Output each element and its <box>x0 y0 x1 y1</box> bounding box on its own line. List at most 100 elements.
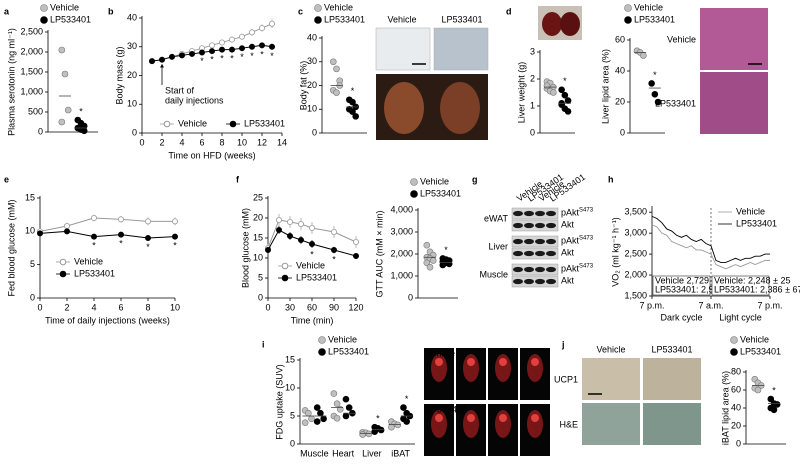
legend-label: Vehicle <box>178 118 207 128</box>
data-point <box>394 421 402 429</box>
data-point <box>423 259 431 267</box>
y-tick-label: 1 <box>530 100 535 110</box>
blot-tissue-label: eWAT <box>484 213 509 223</box>
data-point <box>305 409 312 417</box>
panel-letter: j <box>561 339 565 349</box>
data-point <box>365 430 373 438</box>
image-label: Vehicle <box>667 34 696 44</box>
y-tick-label: 10 <box>25 226 35 236</box>
data-point <box>330 246 337 253</box>
pet-signal <box>527 354 543 382</box>
band-name: Akt <box>561 276 575 286</box>
data-point <box>400 404 407 411</box>
data-point <box>80 127 88 135</box>
legend-marker <box>624 4 632 12</box>
data-point <box>208 42 215 49</box>
image-label: Vehicle <box>426 348 455 358</box>
data-point <box>564 108 572 115</box>
blot-band <box>513 222 523 229</box>
legend-label: Vehicle <box>74 256 103 266</box>
data-point <box>336 405 344 413</box>
note-box <box>652 275 711 296</box>
data-point <box>377 426 385 434</box>
y-tick-label: 4,000 <box>390 204 413 214</box>
data-point <box>352 238 359 245</box>
pet-signal <box>467 414 475 422</box>
pet-signal <box>435 414 443 422</box>
data-point <box>268 20 275 27</box>
blot-band-label: Akt <box>561 248 575 258</box>
y-tick-label: 1,000 <box>20 86 43 96</box>
histology <box>643 403 701 445</box>
data-point <box>188 50 195 57</box>
y-tick-label: 3 <box>530 46 535 56</box>
significance-mark: * <box>376 414 380 424</box>
y-tick-label: 3,000 <box>624 228 647 238</box>
band-name: Akt <box>561 220 575 230</box>
data-point <box>178 52 185 59</box>
x-tick-label: 14 <box>277 137 287 147</box>
data-point <box>561 91 569 99</box>
x-tick-label: 30 <box>285 302 295 312</box>
data-point <box>286 232 293 239</box>
series-line <box>651 215 770 263</box>
liver <box>542 12 562 36</box>
x-axis-label: Time on HFD (weeks) <box>168 150 255 160</box>
pet-signal <box>431 410 447 438</box>
blot-band <box>513 266 523 273</box>
data-point <box>403 418 410 425</box>
data-point <box>118 231 125 238</box>
data-point <box>37 230 44 237</box>
y-axis-label: Liver lipid area (%) <box>600 49 610 124</box>
blot-band <box>524 222 534 229</box>
blot-band <box>546 222 556 229</box>
data-point <box>651 90 659 98</box>
data-point <box>640 52 647 59</box>
data-point <box>345 404 353 411</box>
data-point <box>308 415 315 423</box>
y-axis-label: VO₂ (ml kg⁻¹ h⁻¹) <box>610 217 620 287</box>
y-tick-label: 10 <box>285 382 295 392</box>
data-point <box>429 257 437 264</box>
x-tick-label: 120 <box>348 302 363 312</box>
data-point <box>308 240 315 247</box>
pet-signal <box>463 354 479 382</box>
pet-signal <box>527 410 543 438</box>
blot-band <box>535 278 545 285</box>
x-tick-label: 2 <box>159 137 164 147</box>
legend-label: Vehicle <box>420 176 449 186</box>
band-site: S473 <box>579 207 594 213</box>
data-point <box>308 224 315 231</box>
data-point <box>275 216 282 223</box>
x-tick-label: iBAT <box>391 448 410 458</box>
data-point <box>58 46 66 54</box>
data-point <box>158 56 165 63</box>
data-point <box>320 415 327 423</box>
legend-label: Vehicle <box>50 2 79 12</box>
data-point <box>352 113 360 120</box>
x-tick-label: 7 a.m. <box>698 300 723 310</box>
y-tick-label: 10 <box>307 104 317 114</box>
legend-marker <box>410 178 418 186</box>
y-tick-label: 1,500 <box>20 66 43 76</box>
y-tick-label: 20 <box>307 80 317 90</box>
x-tick-label: 0 <box>265 302 270 312</box>
data-point <box>754 386 762 394</box>
x-tick-label: 4 <box>179 137 184 147</box>
legend-label: Vehicle <box>736 206 765 216</box>
significance-mark: * <box>250 51 254 61</box>
histology <box>700 72 768 134</box>
y-tick-label: 2 <box>530 73 535 83</box>
y-tick-label: 40 <box>307 32 317 42</box>
y-tick-label: 1,500 <box>624 290 647 300</box>
data-point <box>198 49 205 56</box>
significance-mark: * <box>119 239 123 249</box>
pet-signal <box>467 358 475 366</box>
y-tick-label: 0 <box>736 438 741 448</box>
y-tick-label: 10 <box>253 252 263 262</box>
significance-mark: * <box>92 241 96 251</box>
significance-mark: * <box>79 106 83 116</box>
y-axis-label: Body fat (%) <box>298 61 308 111</box>
data-point <box>148 58 155 65</box>
data-point <box>349 98 356 106</box>
